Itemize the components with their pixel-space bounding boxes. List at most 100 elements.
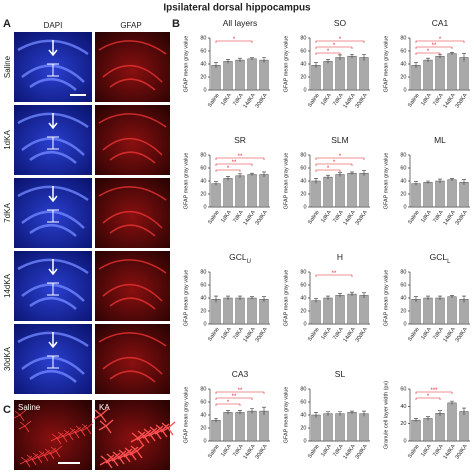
x-tick-label: Saline [307, 444, 321, 460]
y-tick-label: 80 [200, 152, 206, 158]
significance-label: * [427, 394, 430, 400]
bar [359, 295, 369, 325]
y-tick-label: 40 [300, 61, 306, 67]
chart-title-text: ML [434, 135, 446, 145]
y-tick-label: 60 [300, 282, 306, 288]
y-tick-label: 80 [400, 35, 406, 41]
error-bar [314, 298, 318, 303]
charts: All layers GFAP mean gray value 0 20 40 60 80 S… [183, 18, 470, 461]
x-tick-label: 30dKA [254, 443, 269, 460]
y-tick-label: 0 [203, 321, 206, 327]
y-axis-label: GFAP mean gray value [383, 153, 389, 210]
bar [347, 293, 357, 325]
y-tick-label: 80 [200, 35, 206, 41]
error-bar [350, 291, 354, 297]
bar [459, 182, 469, 208]
y-tick-label: 60 [400, 48, 406, 54]
x-tick-label: 1dKA [320, 209, 333, 224]
bar [235, 412, 245, 442]
chart-title: SL [335, 369, 346, 379]
x-tick-label: 1dKA [220, 326, 233, 341]
significance-bracket [315, 157, 365, 160]
width-marker [47, 63, 59, 77]
error-bar [462, 179, 466, 185]
y-tick-label: 80 [200, 386, 206, 392]
x-tick-label: 1dKA [420, 326, 433, 341]
significance-label: * [327, 49, 330, 55]
error-bar [250, 408, 254, 414]
chart-title: All layers [223, 18, 257, 28]
arrow [48, 259, 58, 276]
gfap-image [95, 178, 170, 248]
x-tick-label: Saline [207, 444, 221, 460]
astrocyte [13, 409, 27, 422]
bar [211, 183, 221, 208]
significance-bracket [215, 169, 241, 172]
bar [459, 299, 469, 325]
y-axis-label: GFAP mean gray value [183, 387, 189, 444]
error-bar [326, 174, 330, 180]
arrow [48, 186, 58, 203]
bar [311, 180, 321, 208]
bar [335, 57, 345, 91]
x-tick-label: 1dKA [320, 326, 333, 341]
error-bar [426, 295, 430, 300]
inset-label: Saline [18, 403, 41, 412]
x-tick-label: Saline [207, 93, 221, 109]
error-bar [362, 292, 366, 298]
significance-label: * [339, 154, 342, 160]
significance-bracket [315, 46, 353, 49]
error-bar [426, 416, 430, 421]
error-bar [238, 410, 242, 415]
y-axis-label: GFAP mean gray value [283, 387, 289, 444]
error-bar [326, 411, 330, 416]
bar [423, 59, 433, 91]
chart-title-text: All layers [223, 18, 257, 28]
astrocyte [148, 425, 164, 440]
error-bar [326, 59, 330, 64]
y-tick-label: 20 [200, 425, 206, 431]
bar [259, 59, 269, 91]
x-tick-label: 1dKA [420, 92, 433, 107]
gfap-shape [98, 259, 167, 310]
significance-label: ** [232, 160, 237, 166]
error-bar [214, 181, 218, 186]
bar [435, 413, 445, 442]
y-tick-label: 20 [300, 191, 306, 197]
y-axis-label: GFAP mean gray value [283, 153, 289, 210]
bar [259, 174, 269, 208]
width-marker [47, 136, 59, 150]
error-bar [314, 178, 318, 184]
significance-bracket [415, 397, 441, 400]
error-bar [462, 295, 466, 303]
chart-title-text: CA1 [432, 18, 449, 28]
x-tick-label: 30dKA [254, 326, 269, 343]
bar [259, 299, 269, 325]
arrow [48, 332, 58, 349]
chart-title: GCLU [229, 252, 251, 264]
error-bar [250, 296, 254, 300]
error-bar [450, 400, 454, 405]
x-tick-label: 1dKA [220, 209, 233, 224]
column-label: DAPI [44, 21, 63, 30]
error-bar [238, 57, 242, 63]
bar [323, 176, 333, 208]
significance-bracket [315, 169, 341, 172]
x-tick-label: 30dKA [254, 209, 269, 226]
micrographs: Saline 1dKA 7dKA 14dKA 30dKA Saline KA [3, 32, 176, 470]
y-tick-label: 40 [400, 61, 406, 67]
gfap-image [95, 324, 170, 394]
error-bar [450, 295, 454, 298]
width-marker [47, 209, 59, 223]
error-bar [338, 172, 342, 177]
y-tick-label: 60 [200, 48, 206, 54]
error-bar [450, 52, 454, 55]
error-bar [338, 293, 342, 298]
error-bar [462, 407, 466, 415]
x-tick-label: Saline [407, 327, 421, 343]
row-label: Saline [3, 55, 12, 78]
bar [311, 65, 321, 91]
significance-bracket [315, 40, 365, 43]
significance-bracket [215, 40, 253, 43]
